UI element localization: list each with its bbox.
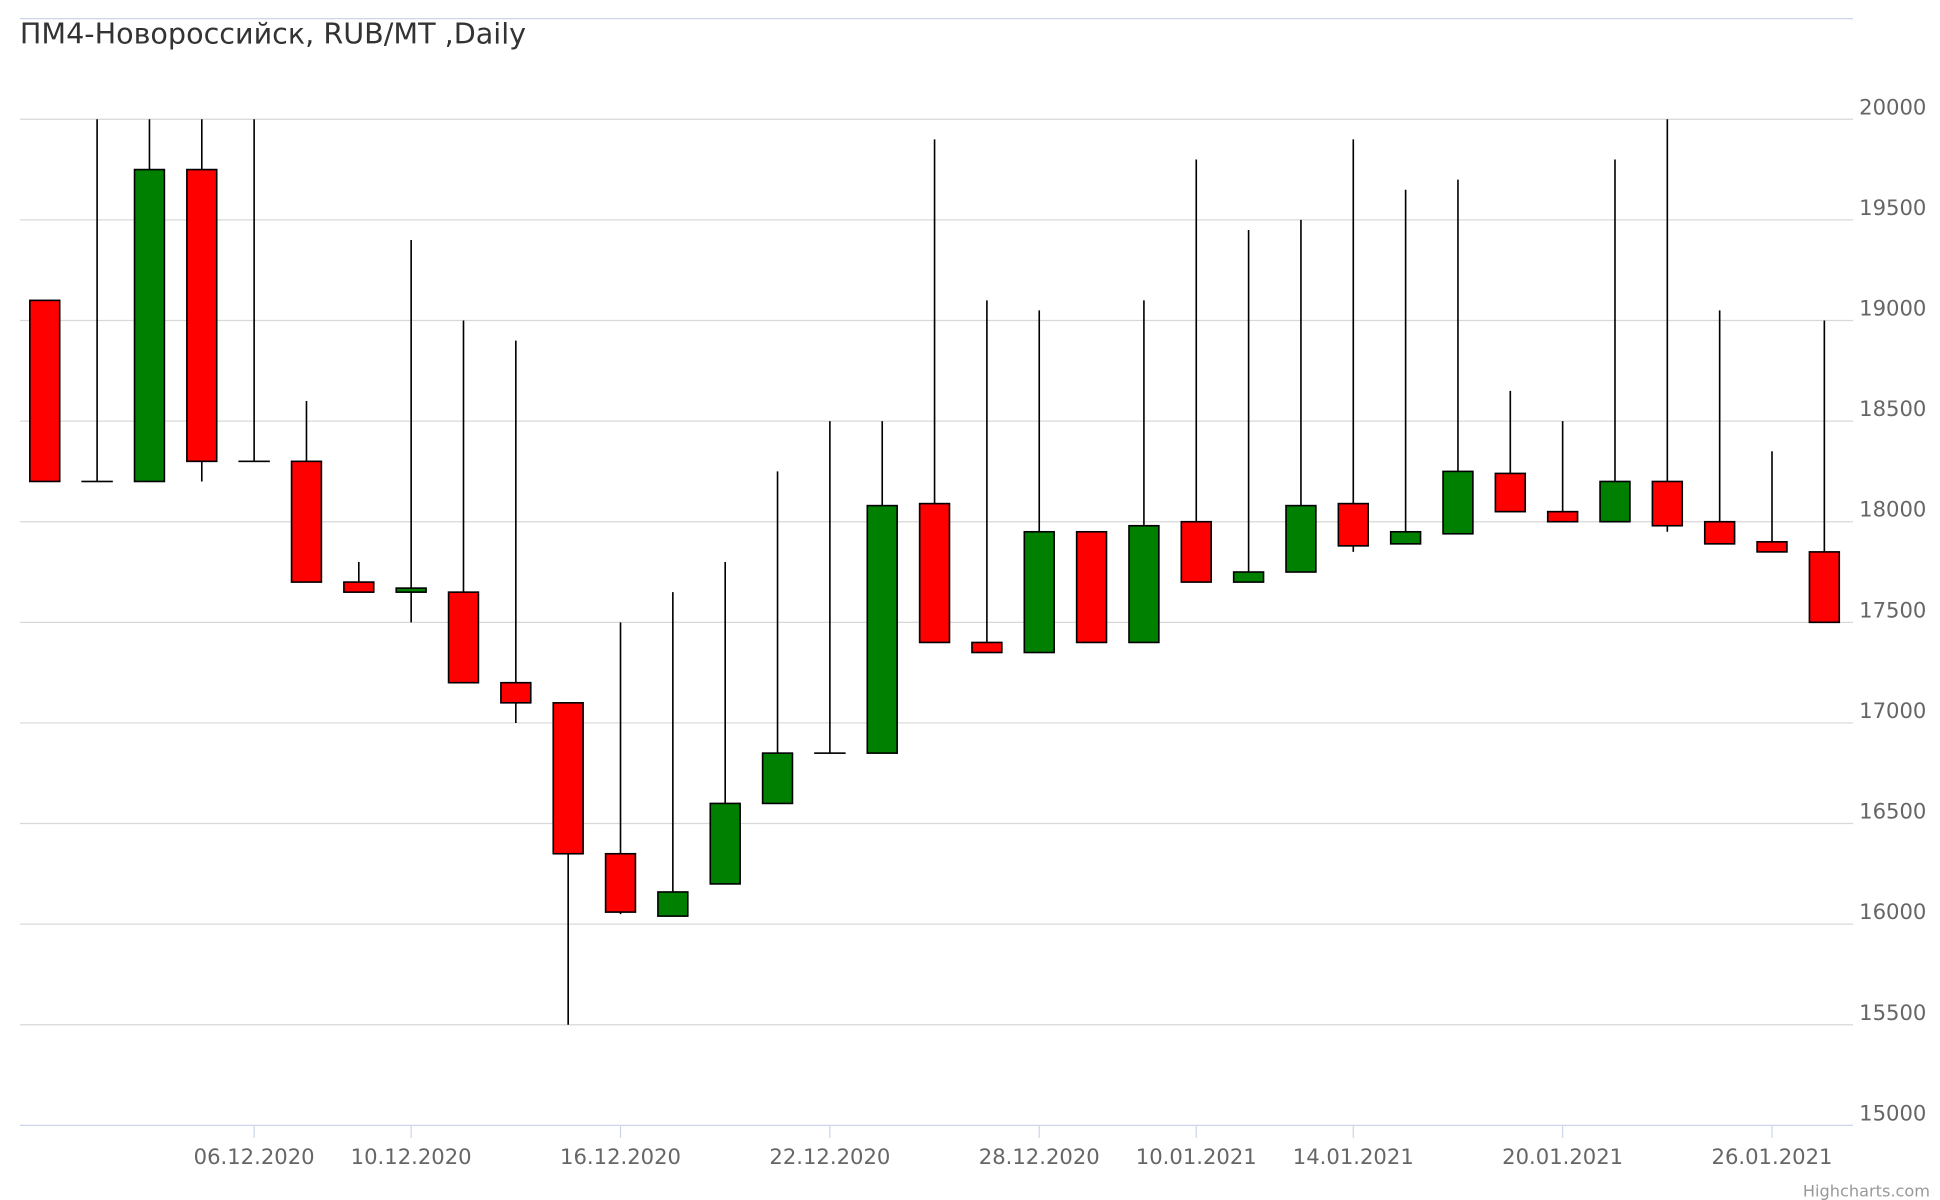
candle-body (1285, 504, 1317, 573)
candle-body (761, 752, 794, 805)
candle-body (290, 460, 323, 583)
candle-body (133, 168, 166, 483)
candle-body (1232, 571, 1265, 583)
candle-body (657, 891, 689, 917)
y-tick-label: 20000 (1859, 94, 1926, 119)
candle-body (918, 502, 951, 644)
x-tick-label: 10.12.2020 (351, 1144, 472, 1169)
candle-body (447, 591, 480, 684)
candle-body (1546, 510, 1579, 523)
y-tick-label: 15000 (1859, 1100, 1926, 1125)
x-tick-label: 28.12.2020 (979, 1144, 1100, 1169)
candle-body (186, 168, 218, 463)
candle-body (1337, 502, 1370, 547)
candle-body (500, 681, 532, 704)
x-tick-label: 26.01.2021 (1712, 1144, 1833, 1169)
y-tick-label: 18500 (1859, 396, 1926, 421)
x-tick-label: 06.12.2020 (194, 1144, 315, 1169)
candle-body (866, 504, 898, 754)
candle-body (29, 299, 61, 483)
candle-body (1023, 530, 1055, 654)
candle-body (552, 702, 584, 855)
candle-body (1442, 470, 1474, 535)
candle-body (343, 581, 375, 593)
candle-body (971, 641, 1003, 654)
candle-body (604, 852, 637, 913)
candle-body (1075, 530, 1108, 644)
x-tick-label: 16.12.2020 (560, 1144, 681, 1169)
x-tick-label: 22.12.2020 (769, 1144, 890, 1169)
y-tick-label: 19000 (1859, 296, 1926, 321)
candle-body (1599, 480, 1631, 523)
candle-body (1389, 530, 1422, 545)
x-tick-label: 10.01.2021 (1136, 1144, 1257, 1169)
chart-title: ПМ4-Новороссийск, RUB/MT ,Daily (20, 17, 526, 51)
candle-body (1756, 541, 1788, 553)
candle-body (1494, 472, 1527, 513)
credits[interactable]: Highcharts.com (1803, 1181, 1930, 1200)
candle-body (1703, 520, 1736, 545)
y-tick-label: 17000 (1859, 698, 1926, 723)
y-tick-label: 15500 (1859, 1000, 1926, 1025)
candle-body (1128, 524, 1160, 644)
x-tick-label: 14.01.2021 (1293, 1144, 1414, 1169)
y-tick-label: 16000 (1859, 899, 1926, 924)
candle-body (395, 587, 427, 593)
x-tick-label: 20.01.2021 (1502, 1144, 1623, 1169)
candle-body (1808, 551, 1841, 624)
y-tick-label: 16500 (1859, 799, 1926, 824)
candle-body (1180, 520, 1212, 583)
candle-body (1651, 480, 1684, 527)
candle-body (709, 802, 741, 885)
y-tick-label: 18000 (1859, 497, 1926, 522)
y-tick-label: 17500 (1859, 597, 1926, 622)
y-tick-label: 19500 (1859, 195, 1926, 220)
